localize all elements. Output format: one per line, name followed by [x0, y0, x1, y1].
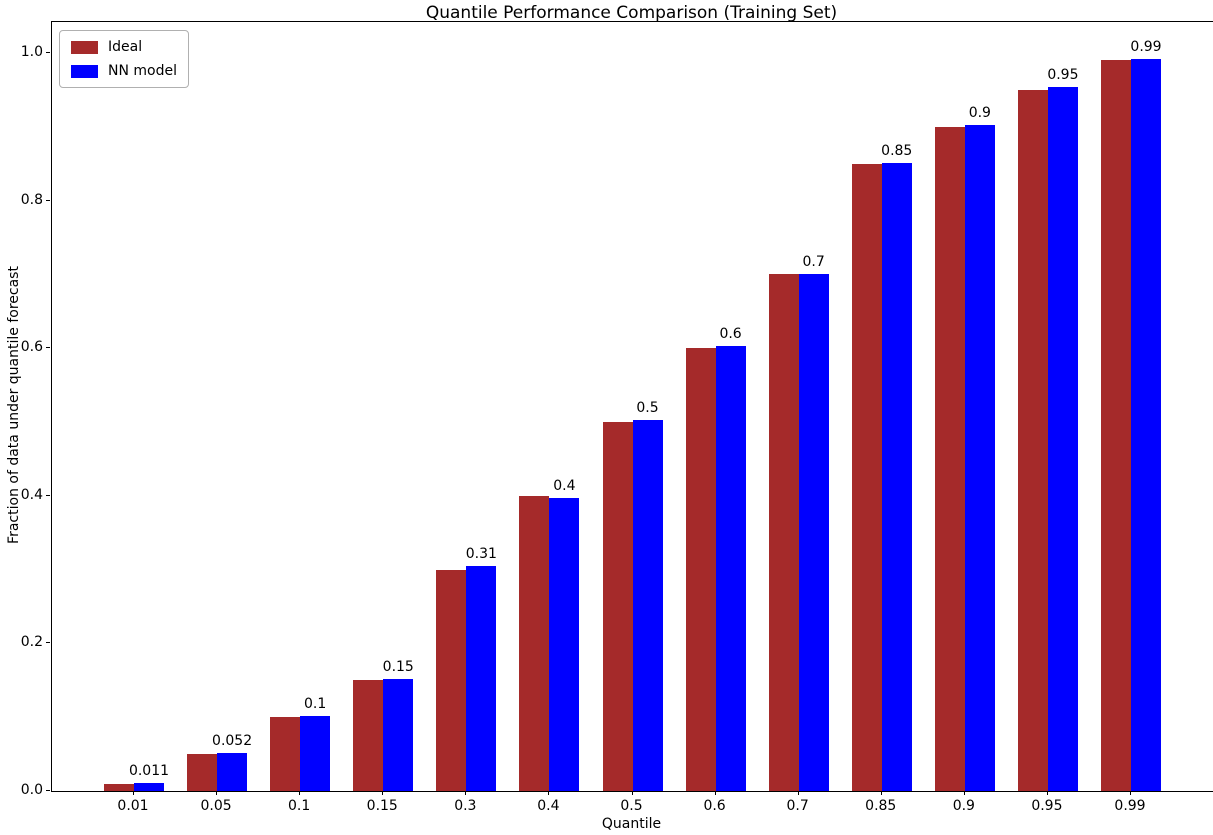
bar-nn-model-0.85	[881, 162, 912, 791]
y-tick-label-1.0: 1.0	[20, 43, 43, 60]
bar-nn-model-0.4	[549, 498, 580, 791]
bar-value-label-0.85: 0.85	[881, 142, 913, 159]
y-tick-1.0	[46, 51, 50, 53]
x-tick-0.9	[963, 791, 965, 795]
x-tick-0.1	[299, 791, 301, 795]
plot-area: Ideal NN model 0.011 0.052 0.1 0.15 0.31 0.4 0…	[51, 21, 1213, 792]
x-tick-label-0.6: 0.6	[703, 798, 726, 814]
bar-ideal-0.05	[187, 754, 218, 791]
x-tick-0.01	[133, 791, 134, 795]
x-tick-label-0.7: 0.7	[786, 798, 809, 814]
bar-ideal-0.9	[934, 126, 965, 791]
x-tick-0.05	[216, 791, 218, 795]
x-tick-label-0.9: 0.9	[952, 798, 975, 814]
x-tick-label-0.4: 0.4	[537, 798, 560, 814]
x-tick-label-0.99: 0.99	[1114, 798, 1146, 814]
bar-nn-model-0.5	[632, 419, 663, 791]
bar-nn-model-0.9	[964, 125, 995, 791]
x-tick-0.3	[465, 791, 467, 795]
bar-ideal-0.99	[1101, 60, 1131, 791]
x-tick-label-0.95: 0.95	[1031, 798, 1063, 814]
bar-nn-model-0.1	[300, 715, 331, 791]
x-tick-label-0.5: 0.5	[620, 798, 643, 814]
bar-value-label-0.3: 0.31	[465, 545, 497, 562]
bar-ideal-0.5	[602, 422, 633, 791]
legend-swatch-ideal-icon	[71, 40, 98, 54]
bar-nn-model-0.05	[217, 752, 248, 791]
bar-nn-model-0.01	[134, 782, 164, 791]
y-tick-label-0.4: 0.4	[20, 486, 43, 503]
x-tick-0.95	[1046, 791, 1048, 795]
bar-nn-model-0.99	[1131, 58, 1161, 791]
y-tick-label-0.2: 0.2	[20, 634, 43, 651]
x-axis-label: Quantile	[601, 816, 662, 832]
bar-value-label-0.95: 0.95	[1047, 66, 1079, 83]
bar-value-label-0.5: 0.5	[636, 399, 659, 416]
bar-nn-model-0.95	[1047, 86, 1078, 791]
x-tick-0.15	[382, 791, 384, 795]
x-tick-0.99	[1130, 791, 1131, 795]
y-tick-0.6	[46, 347, 50, 349]
y-tick-0.4	[46, 494, 50, 496]
x-tick-0.6	[714, 791, 716, 795]
bar-value-label-0.7: 0.7	[802, 254, 825, 271]
legend-label-ideal: Ideal	[108, 39, 143, 55]
bar-nn-model-0.15	[383, 678, 414, 791]
x-tick-label-0.15: 0.15	[366, 798, 398, 814]
y-tick-label-0.8: 0.8	[20, 191, 43, 208]
x-tick-label-0.1: 0.1	[288, 798, 311, 814]
bar-value-label-0.6: 0.6	[719, 325, 742, 342]
bar-ideal-0.3	[436, 569, 467, 791]
x-tick-label-0.3: 0.3	[454, 798, 477, 814]
bar-ideal-0.7	[768, 274, 799, 791]
bar-ideal-0.1	[270, 717, 301, 791]
y-tick-0.0	[46, 790, 50, 791]
bar-ideal-0.15	[353, 680, 384, 791]
bar-value-label-0.9: 0.9	[968, 105, 991, 122]
x-tick-0.7	[797, 791, 799, 795]
y-tick-0.8	[46, 199, 50, 201]
bar-value-label-0.1: 0.1	[304, 695, 327, 712]
bar-ideal-0.4	[519, 495, 550, 791]
y-tick-label-0.0: 0.0	[20, 782, 43, 798]
x-tick-label-0.85: 0.85	[865, 798, 897, 814]
bar-ideal-0.6	[685, 348, 716, 791]
legend-item-ideal: Ideal	[71, 39, 177, 55]
chart-title: Quantile Performance Comparison (Trainin…	[425, 3, 838, 23]
y-tick-0.2	[46, 642, 50, 644]
legend-swatch-nn-model-icon	[71, 64, 98, 78]
legend-item-nn-model: NN model	[71, 63, 177, 79]
bar-ideal-0.85	[851, 163, 882, 791]
bar-ideal-0.01	[104, 783, 134, 791]
bar-value-label-0.99: 0.99	[1130, 38, 1162, 55]
legend: Ideal NN model	[59, 30, 189, 88]
bar-nn-model-0.7	[798, 274, 829, 791]
legend-label-nn-model: NN model	[108, 63, 177, 79]
bar-ideal-0.95	[1017, 89, 1048, 791]
x-tick-0.5	[631, 791, 633, 795]
bar-nn-model-0.6	[715, 345, 746, 791]
bar-value-label-0.15: 0.15	[382, 658, 414, 675]
bar-value-label-0.05: 0.052	[212, 732, 253, 749]
x-tick-0.85	[880, 791, 882, 795]
bar-nn-model-0.3	[466, 565, 497, 791]
bar-value-label-0.01: 0.011	[128, 762, 170, 779]
x-tick-0.4	[548, 791, 550, 795]
x-tick-label-0.05: 0.05	[200, 798, 232, 814]
y-tick-label-0.6: 0.6	[20, 339, 43, 356]
x-tick-label-0.01: 0.01	[117, 798, 149, 814]
bar-value-label-0.4: 0.4	[553, 478, 576, 495]
